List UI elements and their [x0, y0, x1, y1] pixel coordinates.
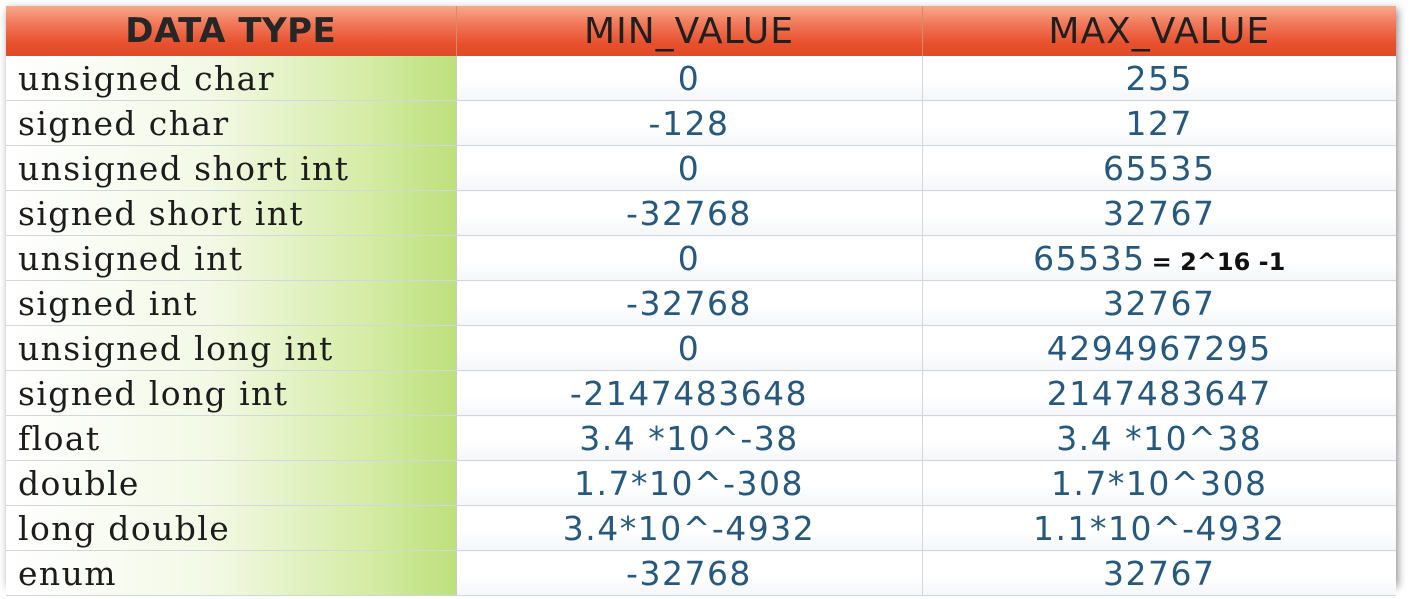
min-value-cell: -128 — [456, 100, 923, 146]
max-value-cell: 32767 — [922, 550, 1396, 596]
table-row: float 3.4 *10^-38 3.4 *10^38 — [6, 415, 1396, 461]
min-value-cell: -32768 — [456, 280, 923, 326]
type-cell: signed int — [6, 280, 457, 326]
min-value-cell: 3.4*10^-4932 — [456, 505, 923, 551]
header-data-type: DATA TYPE — [6, 6, 457, 56]
data-type-range-table-frame: DATA TYPE MIN_VALUE MAX_VALUE unsigned c… — [6, 6, 1396, 596]
type-cell: enum — [6, 550, 457, 596]
type-cell: unsigned char — [6, 56, 457, 101]
max-value-cell: 1.1*10^-4932 — [922, 505, 1396, 551]
table-row: unsigned long int 0 4294967295 — [6, 325, 1396, 371]
table-row: double 1.7*10^-308 1.7*10^308 — [6, 460, 1396, 506]
max-value-cell: 65535 = 2^16 -1 — [922, 235, 1396, 281]
max-value-cell: 2147483647 — [922, 370, 1396, 416]
type-cell: unsigned short int — [6, 145, 457, 191]
type-cell: double — [6, 460, 457, 506]
table-row: enum -32768 32767 — [6, 550, 1396, 596]
type-cell: long double — [6, 505, 457, 551]
max-value-cell: 4294967295 — [922, 325, 1396, 371]
min-value-cell: 3.4 *10^-38 — [456, 415, 923, 461]
data-type-range-table: DATA TYPE MIN_VALUE MAX_VALUE unsigned c… — [6, 6, 1396, 596]
table-row: signed int -32768 32767 — [6, 280, 1396, 326]
type-cell: signed short int — [6, 190, 457, 236]
table-row: unsigned short int 0 65535 — [6, 145, 1396, 191]
table-body: unsigned char 0 255 signed char -128 127… — [6, 56, 1396, 596]
max-value-cell: 127 — [922, 100, 1396, 146]
min-value-cell: -32768 — [456, 190, 923, 236]
type-cell: unsigned int — [6, 235, 457, 281]
max-value-cell: 1.7*10^308 — [922, 460, 1396, 506]
min-value-cell: 0 — [456, 325, 923, 371]
table-row: signed short int -32768 32767 — [6, 190, 1396, 236]
max-value-cell: 3.4 *10^38 — [922, 415, 1396, 461]
max-value-cell: 65535 — [922, 145, 1396, 191]
min-value-cell: 0 — [456, 145, 923, 191]
table-row: signed long int -2147483648 2147483647 — [6, 370, 1396, 416]
min-value-cell: 0 — [456, 235, 923, 281]
min-value-cell: 1.7*10^-308 — [456, 460, 923, 506]
table-row: signed char -128 127 — [6, 100, 1396, 146]
type-cell: float — [6, 415, 457, 461]
type-cell: signed long int — [6, 370, 457, 416]
header-row: DATA TYPE MIN_VALUE MAX_VALUE — [6, 6, 1396, 56]
table-row: unsigned int 0 65535 = 2^16 -1 — [6, 235, 1396, 281]
max-value-cell: 32767 — [922, 190, 1396, 236]
header-max-value: MAX_VALUE — [922, 6, 1396, 56]
max-value-text: 65535 — [1033, 238, 1146, 278]
min-value-cell: 0 — [456, 56, 923, 101]
header-min-value: MIN_VALUE — [456, 6, 923, 56]
table-header: DATA TYPE MIN_VALUE MAX_VALUE — [6, 6, 1396, 56]
type-cell: unsigned long int — [6, 325, 457, 371]
table-row: long double 3.4*10^-4932 1.1*10^-4932 — [6, 505, 1396, 551]
max-value-cell: 255 — [922, 56, 1396, 101]
max-value-cell: 32767 — [922, 280, 1396, 326]
formula-annotation: = 2^16 -1 — [1151, 247, 1286, 276]
type-cell: signed char — [6, 100, 457, 146]
min-value-cell: -32768 — [456, 550, 923, 596]
min-value-cell: -2147483648 — [456, 370, 923, 416]
table-row: unsigned char 0 255 — [6, 56, 1396, 101]
